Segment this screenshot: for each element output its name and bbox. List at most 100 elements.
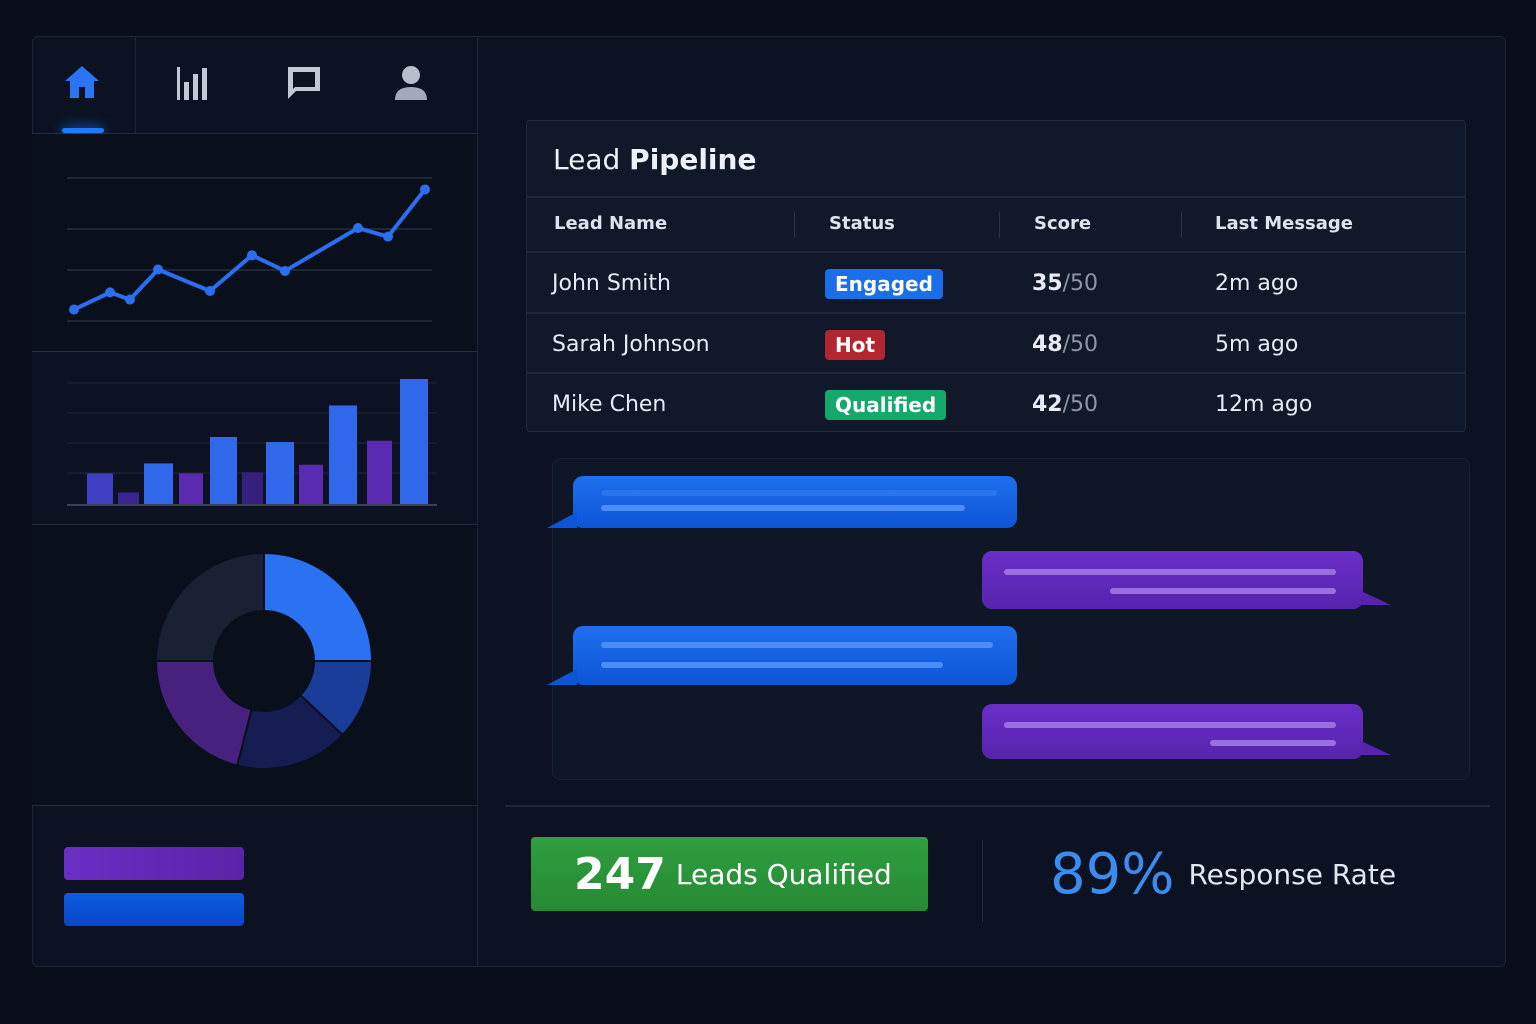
bar (210, 436, 237, 505)
table-row[interactable]: Mike Chen Qualified 42/50 12m ago (527, 372, 1465, 432)
bubble-tail (547, 512, 577, 528)
message-text-placeholder (601, 490, 997, 496)
score-max: /50 (1062, 271, 1099, 296)
donut-slice (154, 660, 253, 767)
leads-qualified-label: Leads Qualified (675, 857, 892, 891)
nav-home[interactable] (60, 60, 104, 104)
bar-chart (67, 379, 437, 506)
leads-qualified-card: 247 Leads Qualified (531, 837, 928, 911)
last-message-time: 12m ago (1215, 392, 1313, 417)
message-text-placeholder (1004, 569, 1336, 575)
bar (87, 473, 113, 505)
incoming-message-bubble (547, 626, 1017, 685)
last-message-time: 2m ago (1215, 271, 1299, 296)
bar (400, 379, 428, 505)
header-lead-name[interactable]: Lead Name (554, 213, 668, 234)
bubble-tail (547, 669, 577, 685)
bar (118, 492, 139, 505)
incoming-message-bubble (547, 476, 1017, 528)
message-text-placeholder (1110, 588, 1336, 594)
data-point (153, 264, 163, 275)
header-divider (999, 212, 1000, 238)
stats-vertical-divider (982, 840, 983, 922)
nav-messages[interactable] (282, 60, 326, 104)
bar (242, 472, 263, 505)
home-icon (65, 66, 99, 98)
donut-chart-panel (32, 525, 477, 806)
data-point (383, 231, 393, 242)
donut-slice (154, 551, 265, 662)
lead-name: John Smith (552, 271, 671, 296)
bar (144, 463, 173, 505)
line-chart-panel (32, 134, 477, 352)
response-rate-label: Response Rate (1188, 858, 1397, 891)
data-point (69, 304, 79, 315)
bar (266, 442, 294, 505)
lead-score: 48/50 (1032, 332, 1098, 357)
nav-analytics[interactable] (171, 60, 215, 104)
table-title: Lead Pipeline (553, 143, 756, 176)
last-message-time: 5m ago (1215, 331, 1299, 357)
bar (329, 405, 357, 505)
lead-name: Sarah Johnson (552, 331, 710, 357)
stats-divider (505, 805, 1490, 807)
status-badge: Hot (825, 329, 886, 360)
data-point (420, 184, 430, 195)
data-point (353, 223, 363, 234)
donut-chart (154, 551, 374, 770)
message-text-placeholder (601, 505, 965, 511)
nav-profile[interactable] (389, 60, 433, 104)
blue-legend-bar (64, 893, 244, 926)
lead-pipeline-table: Lead Pipeline Lead Name Status Score Las… (526, 120, 1466, 432)
lead-name: Mike Chen (552, 392, 667, 417)
score-value: 35 (1032, 271, 1063, 296)
data-point (280, 265, 290, 276)
lead-score: 42/50 (1032, 392, 1098, 417)
message-text-placeholder (1210, 740, 1336, 746)
message-text-placeholder (601, 662, 943, 668)
score-max: /50 (1062, 392, 1099, 417)
line-chart (67, 177, 432, 322)
purple-legend-bar (64, 847, 244, 880)
data-point (125, 294, 135, 305)
table-row[interactable]: John Smith Engaged 35/50 2m ago (527, 251, 1465, 311)
data-point (205, 285, 215, 296)
bar (179, 473, 203, 505)
line-series (73, 188, 427, 312)
data-point (247, 250, 257, 261)
message-text-placeholder (1004, 722, 1336, 728)
header-score[interactable]: Score (1034, 213, 1092, 234)
donut-slice (263, 551, 374, 662)
header-divider (1181, 212, 1182, 238)
title-bold: Pipeline (629, 143, 757, 176)
header-divider (794, 212, 795, 238)
data-point (105, 287, 115, 298)
nav-bar (32, 36, 477, 134)
header-last-message[interactable]: Last Message (1215, 213, 1353, 234)
nav-divider (135, 36, 136, 134)
bubble-tail (1361, 591, 1391, 605)
response-rate: 89% Response Rate (1050, 842, 1396, 907)
table-header: Lead Name Status Score Last Message (527, 196, 1465, 251)
status-badge: Engaged (825, 269, 943, 299)
score-value: 48 (1032, 331, 1063, 357)
status-badge: Qualified (825, 390, 947, 420)
score-value: 42 (1032, 392, 1063, 417)
bubble-tail (1361, 741, 1391, 755)
message-text-placeholder (601, 642, 993, 648)
table-row[interactable]: Sarah Johnson Hot 48/50 5m ago (527, 311, 1465, 372)
sidebar (32, 36, 478, 967)
message-icon (288, 67, 320, 99)
title-light: Lead (553, 143, 621, 176)
active-tab-indicator (62, 128, 104, 133)
header-status[interactable]: Status (829, 213, 895, 234)
outgoing-message-bubble (982, 551, 1391, 609)
outgoing-message-bubble (982, 704, 1391, 759)
bar (299, 464, 323, 505)
user-icon (395, 66, 427, 100)
leads-qualified-value: 247 (574, 848, 666, 900)
bar-chart-icon (177, 67, 207, 100)
bar-chart-panel (32, 352, 477, 525)
response-rate-value: 89% (1050, 842, 1175, 907)
lead-score: 35/50 (1032, 271, 1098, 296)
